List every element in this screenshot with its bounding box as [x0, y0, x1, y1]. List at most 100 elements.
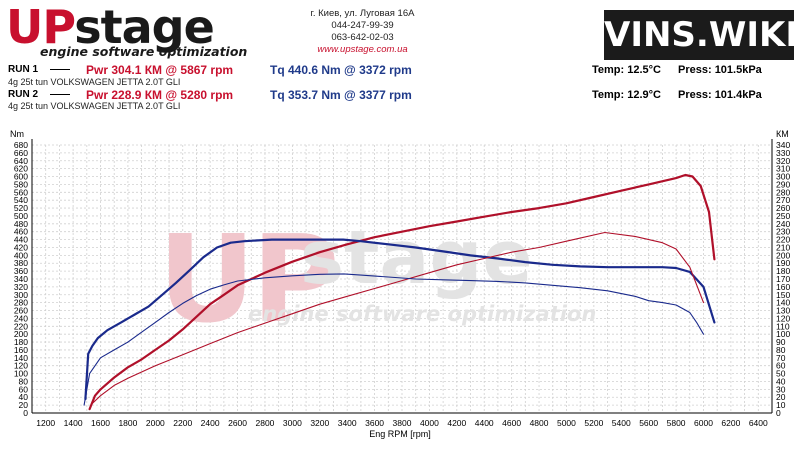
y-left-tick-label: 320 — [14, 282, 28, 292]
x-tick-label: 2600 — [228, 418, 247, 428]
y-right-tick-label: 340 — [776, 140, 790, 150]
chart-grid — [32, 144, 772, 414]
x-tick-label: 2400 — [201, 418, 220, 428]
x-tick-label: 2000 — [146, 418, 165, 428]
y-left-tick-label: 480 — [14, 219, 28, 229]
y-right-tick-label: 290 — [776, 179, 790, 189]
run1-press: Press: 101.5kPa — [678, 64, 762, 76]
y-right-tick-label: 320 — [776, 156, 790, 166]
contact-phone-1: 044-247-99-39 — [331, 20, 394, 31]
y-right-tick-label: 230 — [776, 227, 790, 237]
y-left-tick-label: 420 — [14, 242, 28, 252]
y-left-tick-label: 640 — [14, 156, 28, 166]
run1-line-swatch: —— — [50, 64, 70, 75]
run2-temp: Temp: 12.9°C — [592, 89, 661, 101]
y-left-tick-label: 260 — [14, 306, 28, 316]
contact-website: www.upstage.com.ua — [317, 44, 408, 55]
y-left-tick-label: 40 — [19, 392, 29, 402]
y-left-tick-label: 200 — [14, 329, 28, 339]
x-tick-label: 5600 — [639, 418, 658, 428]
x-tick-label: 5400 — [612, 418, 631, 428]
y-right-tick-label: 170 — [776, 274, 790, 284]
y-left-tick-label: 340 — [14, 274, 28, 284]
watermark-tagline: engine software optimization — [248, 302, 596, 326]
series-run1-power — [88, 173, 716, 411]
run1-label: RUN 1 — [8, 64, 39, 75]
run2-line-swatch: —— — [50, 89, 70, 100]
brand-logo: UPstage — [6, 4, 215, 50]
y-left-tick-label: 160 — [14, 345, 28, 355]
y-right-tick-label: 210 — [776, 242, 790, 252]
x-tick-label: 4800 — [530, 418, 549, 428]
y-right-tick-label: 190 — [776, 258, 790, 268]
x-tick-label: 4200 — [447, 418, 466, 428]
x-tick-label: 6400 — [749, 418, 768, 428]
x-tick-label: 5200 — [584, 418, 603, 428]
y-left-tick-label: 620 — [14, 164, 28, 174]
y-right-tick-label: 10 — [776, 400, 786, 410]
y-left-tick-label: 600 — [14, 172, 28, 182]
y-right-tick-label: 250 — [776, 211, 790, 221]
y-left-tick-label: 100 — [14, 369, 28, 379]
y-right-tick-label: 110 — [776, 321, 790, 331]
y-right-tick-label: 160 — [776, 282, 790, 292]
y-left-tick-label: 440 — [14, 235, 28, 245]
y-right-tick-label: 180 — [776, 266, 790, 276]
y-right-tick-label: 200 — [776, 250, 790, 260]
y-right-tick-label: 280 — [776, 187, 790, 197]
run1-torque: Tq 440.6 Nm @ 3372 rpm — [270, 63, 412, 77]
x-tick-label: 2200 — [173, 418, 192, 428]
x-tick-label: 6200 — [721, 418, 740, 428]
watermark-badge: VINS.WIKI — [604, 10, 798, 60]
chart-axes — [31, 139, 773, 414]
y-right-tick-label: 80 — [776, 345, 786, 355]
x-tick-label: 3400 — [338, 418, 357, 428]
y-left-tick-label: 140 — [14, 353, 28, 363]
y-right-tick-label: 90 — [776, 337, 786, 347]
x-tick-label: 1400 — [64, 418, 83, 428]
run2-torque: Tq 353.7 Nm @ 3377 rpm — [270, 88, 412, 102]
y-left-tick-label: 580 — [14, 179, 28, 189]
y-right-tick-label: 150 — [776, 290, 790, 300]
y-right-tick-label: 20 — [776, 392, 786, 402]
logo-tagline: engine software optimization — [40, 44, 248, 59]
series-run1-torque — [84, 238, 716, 401]
logo-up-mark: UP — [6, 0, 75, 54]
y-left-tick-label: 0 — [23, 408, 28, 418]
y-left-tick-label: 500 — [14, 211, 28, 221]
y-left-tick-label: 360 — [14, 266, 28, 276]
x-tick-label: 4400 — [475, 418, 494, 428]
y-axis-left-title: Nm — [10, 129, 24, 139]
y-left-tick-label: 120 — [14, 361, 28, 371]
x-tick-label: 5800 — [667, 418, 686, 428]
x-tick-label: 1600 — [91, 418, 110, 428]
y-right-tick-label: 60 — [776, 361, 786, 371]
x-tick-label: 6000 — [694, 418, 713, 428]
y-right-tick-label: 40 — [776, 376, 786, 386]
y-right-tick-label: 30 — [776, 384, 786, 394]
y-right-tick-label: 130 — [776, 306, 790, 316]
y-left-tick-label: 240 — [14, 313, 28, 323]
x-tick-label: 1800 — [118, 418, 137, 428]
y-right-tick-label: 240 — [776, 219, 790, 229]
x-tick-label: 5000 — [557, 418, 576, 428]
y-left-tick-label: 680 — [14, 140, 28, 150]
run2-press: Press: 101.4kPa — [678, 89, 762, 101]
y-left-tick-label: 60 — [19, 384, 29, 394]
y-right-tick-label: 140 — [776, 298, 790, 308]
x-tick-label: 3800 — [393, 418, 412, 428]
x-tick-label: 3600 — [365, 418, 384, 428]
x-tick-label: 4000 — [420, 418, 439, 428]
y-right-tick-label: 100 — [776, 329, 790, 339]
run2-car: 4g 25t tun VOLKSWAGEN JETTA 2.0T GLI — [8, 101, 181, 111]
y-left-tick-label: 520 — [14, 203, 28, 213]
run2-power: Pwr 228.9 КМ @ 5280 rpm — [86, 88, 234, 102]
y-right-tick-label: 260 — [776, 203, 790, 213]
y-right-tick-label: 50 — [776, 369, 786, 379]
y-right-tick-label: 120 — [776, 313, 790, 323]
y-axis-right-title: КМ — [776, 129, 789, 139]
x-axis-title: Eng RPM [rpm] — [369, 429, 431, 439]
y-left-tick-label: 560 — [14, 187, 28, 197]
run1-car: 4g 25t tun VOLKSWAGEN JETTA 2.0T GLI — [8, 77, 181, 87]
